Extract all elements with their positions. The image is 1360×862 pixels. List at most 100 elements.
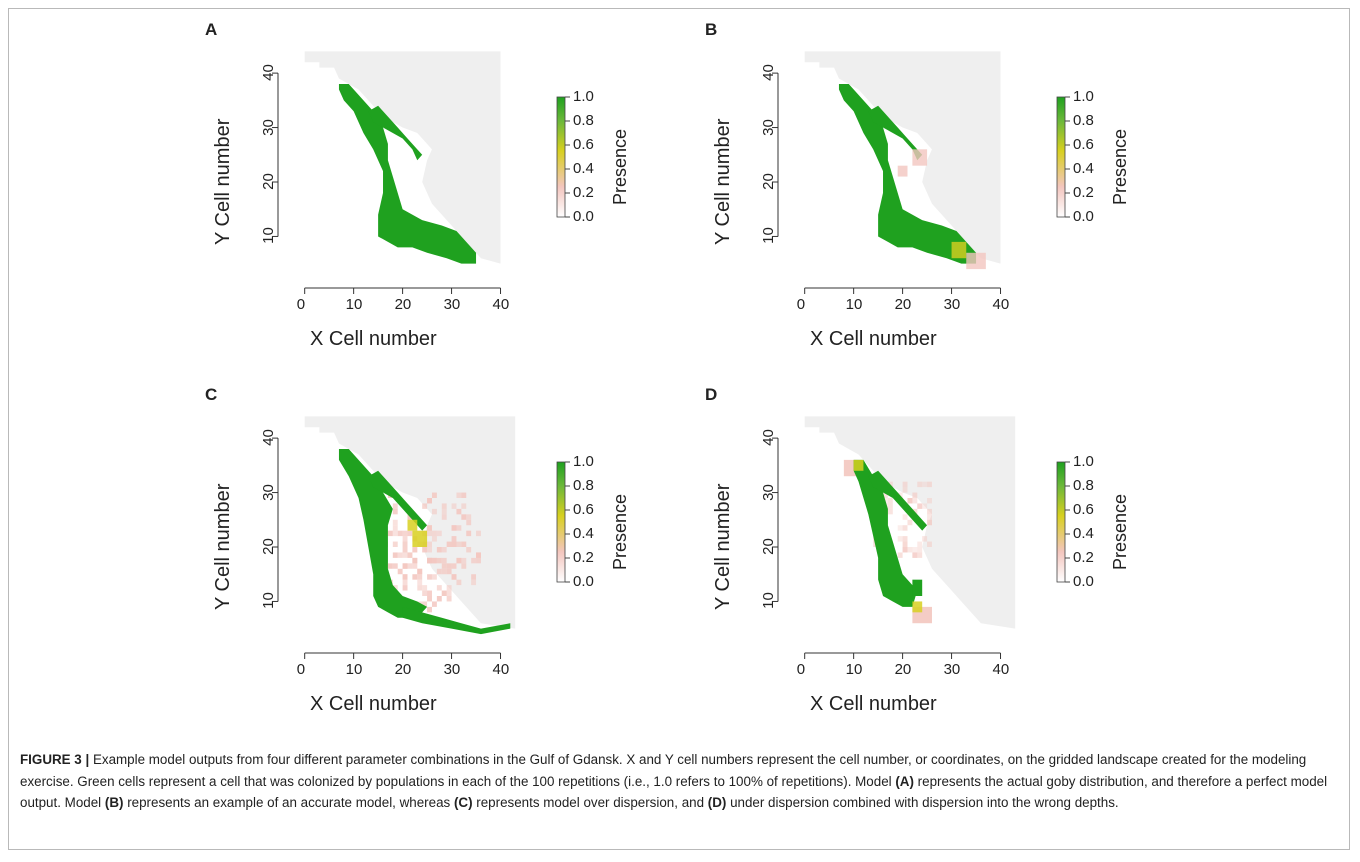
x-tick-label: 40 [492, 296, 510, 313]
low-presence-cells [897, 525, 903, 531]
figure-caption: FIGURE 3 | Example model outputs from fo… [20, 749, 1345, 814]
low-presence-cells [412, 547, 418, 553]
low-presence-cells [407, 552, 413, 558]
low-presence-cells [451, 525, 457, 531]
low-presence-cells [907, 547, 913, 553]
partial-cells [853, 459, 864, 471]
colorbar-tick-label: 0.0 [573, 573, 594, 590]
colorbar-tick-label: 0.8 [573, 112, 594, 129]
low-presence-cells [417, 568, 423, 575]
colorbar-tick-label: 1.0 [1073, 453, 1094, 470]
low-presence-cells [471, 574, 477, 580]
colorbar-tick-label: 0.4 [573, 160, 594, 177]
heatmap-grid [304, 51, 501, 264]
low-presence-cells [907, 519, 913, 526]
low-presence-cells [402, 541, 408, 547]
low-presence-cells [927, 541, 932, 547]
low-presence-cells [927, 481, 932, 488]
low-presence-cells [436, 547, 442, 553]
low-presence-cells [407, 563, 413, 569]
low-presence-cells [446, 590, 452, 596]
low-presence-cells [912, 492, 918, 498]
low-presence-cells [427, 547, 432, 553]
low-presence-cells [897, 552, 903, 558]
low-presence-cells [927, 498, 932, 504]
low-presence-cells [422, 503, 428, 509]
low-presence-cells [466, 530, 472, 537]
low-presence-cells [917, 503, 923, 509]
low-presence-cells [417, 574, 423, 580]
low-presence-cells [451, 563, 457, 569]
colorbar-tick-label: 0.6 [573, 501, 594, 518]
presence-cells [868, 105, 923, 161]
low-presence-cells [883, 492, 888, 498]
low-presence-cells [441, 557, 447, 564]
low-presence-cells [902, 541, 908, 547]
low-presence-cells [407, 530, 413, 537]
colorbar-scale [1056, 96, 1066, 218]
x-tick-label: 0 [296, 296, 306, 313]
colorbar-tick-label: 0.6 [573, 136, 594, 153]
low-presence-cells [922, 481, 928, 488]
low-presence-cells [392, 525, 398, 531]
low-presence-cells [466, 519, 472, 526]
colorbar-tick-label: 1.0 [573, 88, 594, 105]
low-presence-cells [427, 525, 432, 531]
low-presence-cells [927, 519, 932, 526]
colorbar-tick-label: 0.0 [573, 208, 594, 225]
panel-letter: C [205, 385, 218, 404]
low-presence-cells [907, 498, 913, 504]
colorbar-tick-label: 0.4 [573, 525, 594, 542]
low-presence-cells [402, 552, 408, 558]
low-presence-cells [456, 557, 462, 564]
colorbar-tick-label: 0.8 [573, 477, 594, 494]
colorbar-tick-label: 0.0 [1073, 573, 1094, 590]
low-presence-cells [466, 514, 472, 520]
low-presence-cells [912, 508, 918, 515]
low-presence-cells [422, 547, 428, 553]
low-presence-cells [427, 574, 432, 580]
colorbar [1056, 96, 1070, 218]
panel-letter: D [705, 385, 718, 404]
low-presence-cells [451, 503, 457, 509]
x-tick-label: 0 [796, 661, 806, 678]
low-presence-cells [902, 487, 908, 493]
low-presence-cells [446, 563, 452, 569]
colorbar-tick-label: 0.2 [573, 184, 594, 201]
low-presence-cells [912, 508, 918, 515]
low-presence-cells [902, 547, 908, 553]
low-presence-cells [897, 536, 903, 542]
low-presence-cells [907, 498, 913, 504]
low-presence-cells [422, 601, 428, 607]
axes [272, 72, 502, 294]
colorbar [556, 461, 570, 583]
colorbar-tick-label: 1.0 [1073, 88, 1094, 105]
low-presence-cells [402, 579, 408, 586]
presence-cells [338, 449, 428, 618]
low-presence-cells [431, 574, 437, 580]
colorbar-tick-label: 0.8 [1073, 477, 1094, 494]
low-presence-cells [431, 508, 437, 515]
low-presence-cells [392, 503, 398, 509]
low-presence-cells [427, 498, 432, 504]
low-presence-cells [441, 514, 447, 520]
low-presence-cells [902, 514, 908, 520]
low-presence-cells [412, 557, 418, 564]
low-presence-cells [441, 503, 447, 509]
low-presence-cells [902, 525, 908, 531]
colorbar-label: Presence [610, 128, 630, 205]
low-presence-cells [476, 557, 481, 564]
low-presence-cells [436, 568, 442, 575]
low-presence-cells [456, 541, 462, 547]
low-presence-cells [907, 498, 913, 504]
heatmap-plot [290, 400, 525, 645]
low-presence-cells [912, 498, 918, 504]
x-tick-label: 30 [443, 661, 461, 678]
low-presence-cells [451, 574, 457, 580]
x-tick-label: 20 [394, 296, 412, 313]
x-tick-label: 20 [394, 661, 412, 678]
low-presence-cells [471, 579, 477, 586]
low-presence-cells [456, 492, 462, 498]
low-presence-cells [397, 530, 403, 537]
colorbar-tick-label: 0.2 [1073, 549, 1094, 566]
